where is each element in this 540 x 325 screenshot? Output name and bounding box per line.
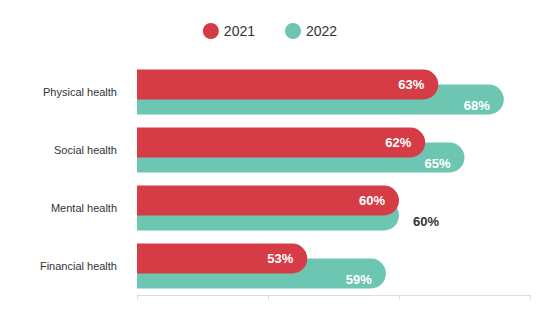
svg-text:65%: 65% [424, 156, 450, 171]
svg-text:60%: 60% [359, 193, 385, 208]
svg-text:68%: 68% [464, 98, 490, 113]
svg-text:63%: 63% [398, 77, 424, 92]
svg-text:2021: 2021 [224, 23, 255, 39]
svg-text:Social health: Social health [54, 144, 117, 156]
svg-text:Mental health: Mental health [51, 202, 117, 214]
svg-text:Physical health: Physical health [43, 86, 117, 98]
svg-text:53%: 53% [267, 251, 293, 266]
svg-text:Financial health: Financial health [40, 260, 117, 272]
svg-text:62%: 62% [385, 135, 411, 150]
svg-text:2022: 2022 [306, 23, 337, 39]
svg-text:60%: 60% [413, 214, 439, 229]
svg-text:59%: 59% [346, 272, 372, 287]
